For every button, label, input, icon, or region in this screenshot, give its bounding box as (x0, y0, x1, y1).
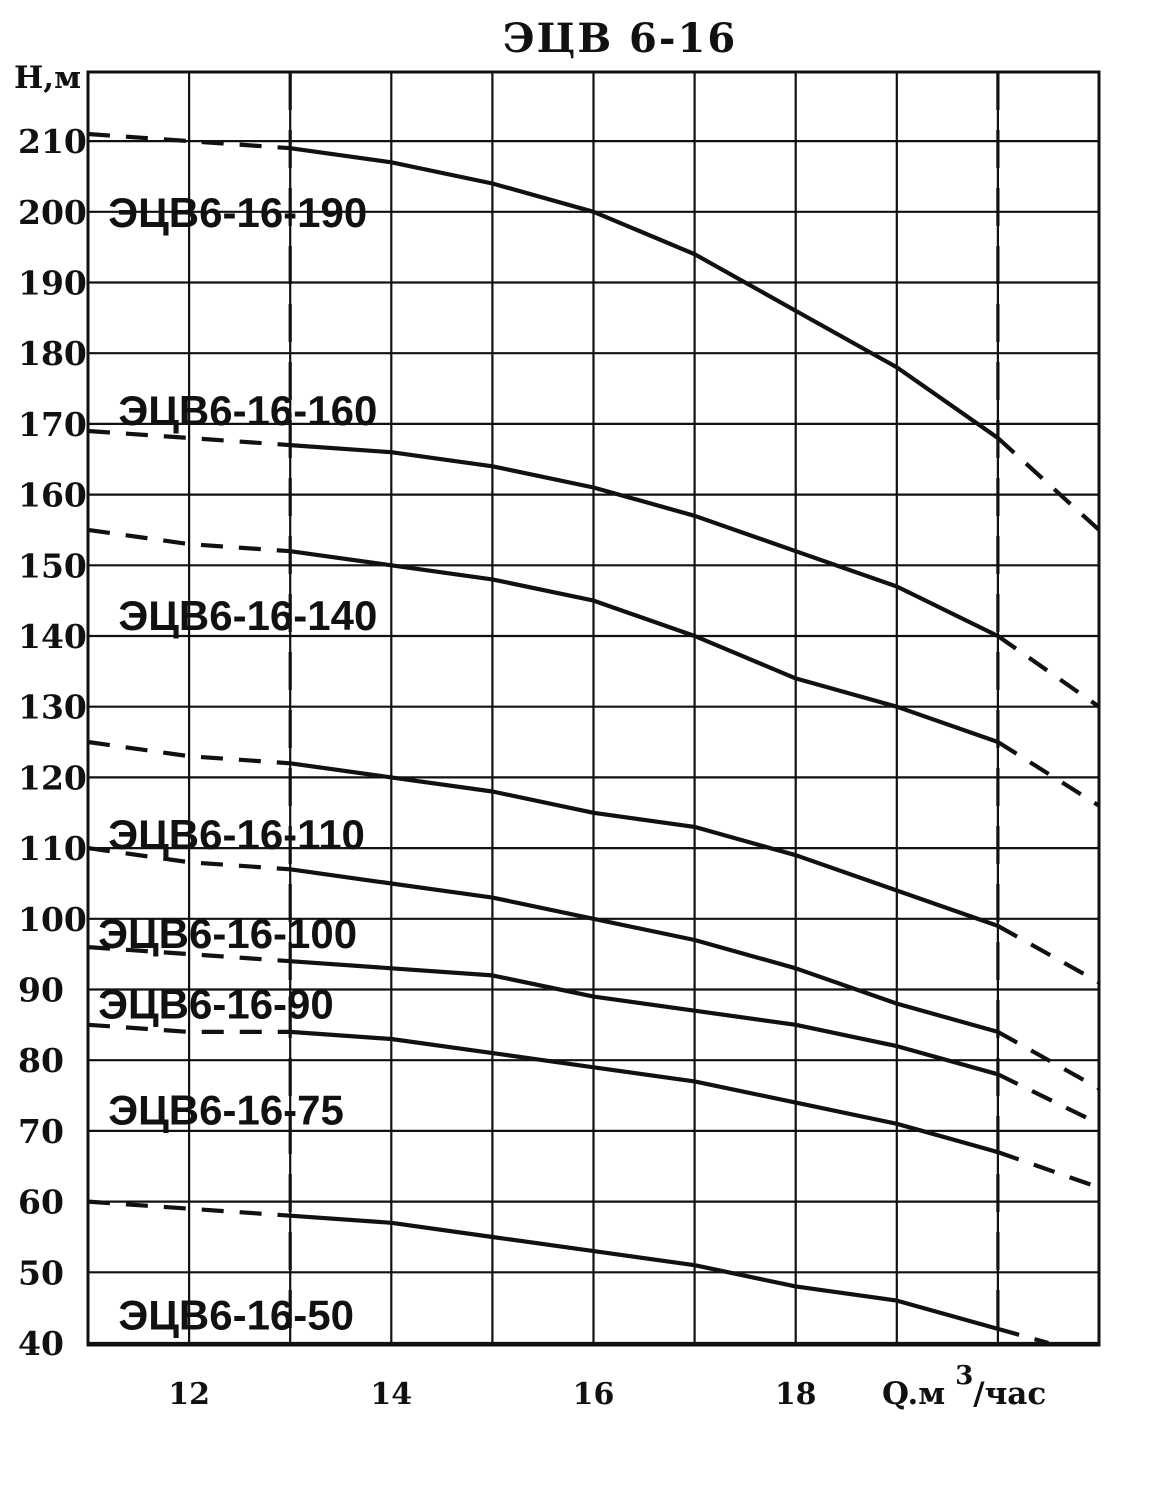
y-tick-label: 50 (18, 1253, 64, 1292)
series-label: ЭЦВ6-16-190 (108, 189, 367, 236)
series-0-line (288, 146, 1000, 441)
tick-labels: 40 50 60 70 80 90 100 110 120 130 140 150 160 170 180 1… (18, 122, 817, 1412)
y-tick-label: 190 (18, 264, 87, 303)
y-tick-label: 120 (18, 758, 87, 797)
working-range-markers (288, 72, 1000, 1343)
series-4-extension-left (87, 846, 291, 872)
series-7-extension-left (87, 1199, 291, 1218)
series-5-line (288, 959, 1000, 1077)
series-3-extension-right (996, 924, 1101, 985)
y-tick-label: 110 (18, 829, 87, 868)
x-tick-label: 16 (573, 1377, 615, 1412)
series-label: ЭЦВ6-16-90 (98, 981, 334, 1028)
series-label: ЭЦВ6-16-160 (118, 387, 377, 434)
series-1-extension-left (87, 428, 291, 448)
y-tick-label: 70 (18, 1112, 64, 1151)
x-axis-label-sup: 3 (955, 1361, 973, 1391)
y-tick-label: 150 (18, 546, 87, 585)
x-tick-label: 14 (370, 1377, 412, 1412)
y-tick-label: 130 (18, 688, 87, 727)
series-4-extension-right (996, 1030, 1101, 1091)
series-label: ЭЦВ6-16-110 (108, 811, 365, 858)
series-2-extension-right (996, 740, 1101, 808)
series-2-line (288, 549, 1000, 745)
plot-frame (86, 70, 1101, 1347)
y-tick-label: 60 (18, 1183, 64, 1222)
series-lines (87, 131, 1101, 1346)
x-axis-label-suffix: /час (973, 1376, 1046, 1412)
y-tick-label: 160 (18, 476, 87, 515)
chart-title: ЭЦВ 6-16 (503, 15, 737, 62)
series-6-line (288, 1029, 1000, 1155)
series-6-extension-right (997, 1150, 1100, 1190)
series-6-extension-left (87, 1022, 291, 1034)
y-tick-label: 40 (18, 1324, 64, 1363)
y-tick-label: 170 (18, 405, 87, 444)
x-tick-label: 18 (775, 1377, 817, 1412)
series-3-line (288, 761, 1000, 928)
series-labels: ЭЦВ6-16-190 ЭЦВ6-16-160 ЭЦВ6-16-140 ЭЦВ6-16… (98, 189, 377, 1339)
series-2-extension-left (87, 527, 291, 554)
x-axis-label: Q.м 3/час (882, 1361, 1046, 1412)
series-label: ЭЦВ6-16-100 (98, 910, 357, 957)
series-label: ЭЦВ6-16-140 (118, 592, 377, 639)
series-7-line (288, 1213, 1000, 1331)
series-label: ЭЦВ6-16-75 (108, 1087, 344, 1134)
x-axis-label-main: Q.м (882, 1376, 945, 1412)
series-5-extension-right (996, 1072, 1100, 1126)
y-tick-label: 100 (18, 900, 87, 939)
y-tick-label: 200 (18, 193, 87, 232)
grid (86, 72, 1101, 1345)
y-tick-label: 90 (18, 971, 64, 1010)
series-0-extension-right (996, 436, 1101, 532)
series-1-line (288, 443, 1000, 639)
y-tick-label: 180 (18, 334, 87, 373)
series-label: ЭЦВ6-16-50 (118, 1292, 354, 1339)
y-tick-label: 210 (18, 122, 87, 161)
x-tick-label: 12 (168, 1377, 210, 1412)
series-4-line (288, 867, 1000, 1034)
series-0-extension-left (87, 131, 291, 151)
series-1-extension-right (996, 634, 1101, 709)
y-axis-label: H,м (14, 60, 81, 96)
series-7-extension-right (997, 1326, 1049, 1346)
series-3-extension-left (87, 739, 291, 766)
y-tick-label: 80 (18, 1041, 64, 1080)
y-tick-label: 140 (18, 617, 87, 656)
series-5-extension-left (87, 945, 291, 964)
